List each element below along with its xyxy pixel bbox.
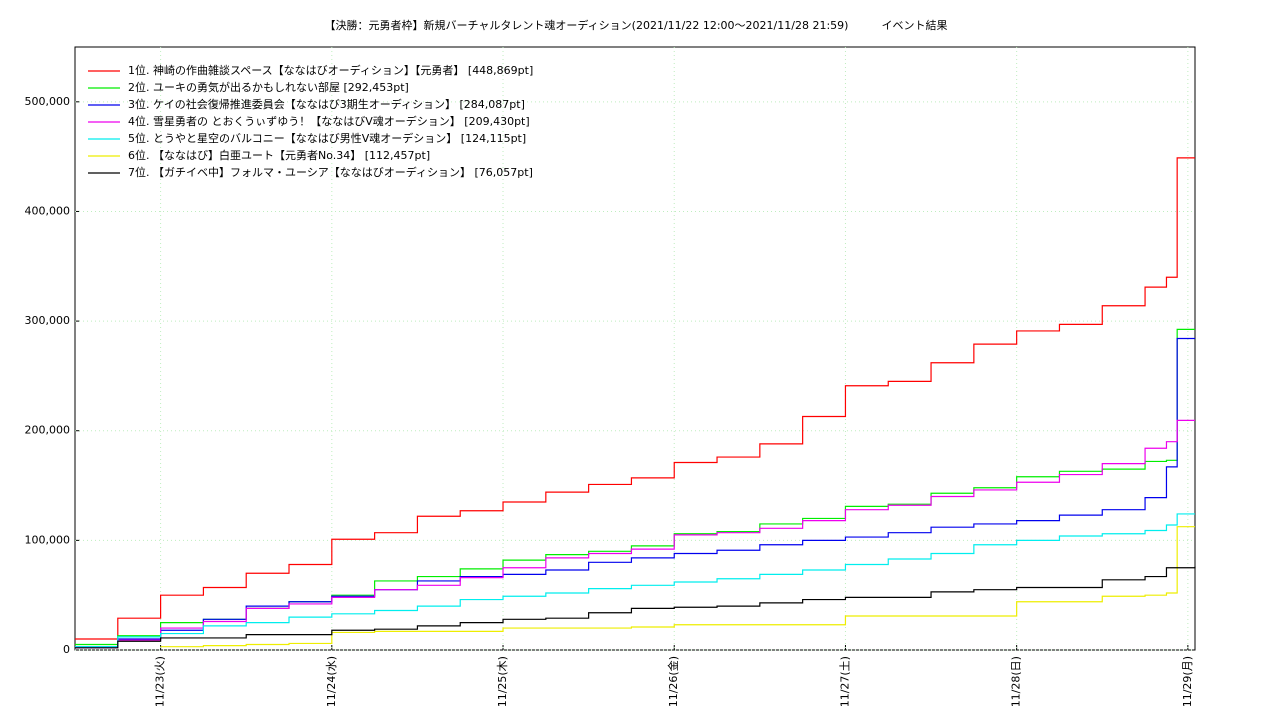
legend-label: 4位. 雪星勇者の とおくうぃずゆう！【ななはびV魂オーデション】 [209,4… bbox=[128, 114, 530, 128]
series-line bbox=[75, 566, 1196, 649]
x-tick-label: 11/25(木) bbox=[496, 656, 509, 707]
legend-label: 6位. 【ななはび】白亜ユート【元勇者No.34】 [112,457pt] bbox=[128, 148, 430, 162]
x-tick-label: 11/24(水) bbox=[325, 656, 338, 707]
x-tick-label: 11/23(火) bbox=[154, 656, 167, 707]
x-tick-label: 11/28(日) bbox=[1010, 656, 1023, 707]
y-tick-label: 500,000 bbox=[25, 95, 71, 108]
legend-label: 3位. ケイの社会復帰推進委員会【ななはび3期生オーディション】 [284,08… bbox=[128, 97, 525, 111]
x-tick-label: 11/29(月) bbox=[1181, 656, 1194, 707]
legend-label: 7位. 【ガチイベ中】フォルマ・ユーシア【ななはびオーディション】 [76,05… bbox=[128, 165, 533, 179]
legend-label: 2位. ユーキの勇気が出るかもしれない部屋 [292,453pt] bbox=[128, 80, 409, 94]
series-line bbox=[75, 157, 1195, 640]
y-tick-label: 200,000 bbox=[25, 424, 71, 437]
legend-label: 1位. 神崎の作曲雑談スペース【ななはびオーディション】【元勇者】 [448,8… bbox=[128, 63, 533, 77]
series-line bbox=[75, 337, 1195, 648]
legend-label: 5位. とうやと星空のバルコニー【ななはび男性V魂オーデション】 [124,11… bbox=[128, 131, 526, 145]
y-tick-label: 400,000 bbox=[25, 204, 71, 217]
x-tick-label: 11/27(土) bbox=[838, 656, 851, 707]
series-line bbox=[160, 526, 1195, 648]
y-tick-label: 0 bbox=[63, 643, 70, 656]
series-line bbox=[75, 419, 1195, 649]
series-line bbox=[75, 513, 1195, 648]
chart-title: 【決勝：元勇者枠】新規バーチャルタレント魂オーディション(2021/11/22 … bbox=[325, 18, 948, 32]
x-tick-label: 11/26(金) bbox=[666, 656, 680, 707]
y-tick-label: 100,000 bbox=[25, 533, 71, 546]
y-tick-label: 300,000 bbox=[25, 314, 71, 327]
series-line bbox=[75, 328, 1195, 646]
